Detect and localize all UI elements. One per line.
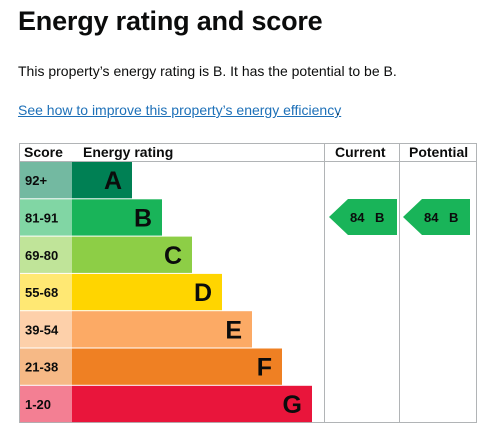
score-cell-c [20,236,72,273]
score-cell-b [20,199,72,236]
band-row-e: 39-54 E [20,311,252,348]
potential-rating-arrow: 84 B [403,199,470,235]
potential-score: 84 [424,210,439,225]
rating-bands: 92+ A 81-91 B 69-80 C 55-68 D 39-54 E 21-38 F 1-20 G [20,162,312,423]
score-column-header: Score [24,144,63,160]
band-row-f: 21-38 F [20,348,282,385]
improve-efficiency-link[interactable]: See how to improve this property’s energ… [18,102,342,118]
energy-rating-column-header: Energy rating [83,144,173,160]
band-letter: D [194,279,212,307]
band-bar-c [72,236,192,273]
band-bar-f [72,348,282,385]
band-score-label: 39-54 [25,322,59,337]
current-rating-arrow: 84 B [329,199,397,235]
score-cell-d [20,273,72,311]
band-score-label: 81-91 [25,210,58,225]
link-suffix: . [336,102,340,118]
band-bar-b [72,199,162,236]
band-letter: C [164,242,182,270]
band-score-label: 55-68 [25,285,58,300]
rating-summary: This property’s energy rating is B. It h… [18,63,397,79]
band-row-g: 1-20 G [20,385,312,423]
current-rating-shape [329,199,397,235]
band-letter: B [134,204,152,232]
score-cell-e [20,311,72,348]
band-row-a: 92+ A [20,162,132,199]
current-column-header: Current [335,144,386,160]
band-score-label: 92+ [25,173,47,188]
score-cell-a [20,162,72,199]
band-letter: G [283,391,302,419]
band-bar-a [72,162,132,199]
band-row-d: 55-68 D [20,273,222,311]
band-score-label: 21-38 [25,360,58,375]
page-title: Energy rating and score [18,6,323,36]
band-bar-g [72,385,312,423]
band-score-label: 69-80 [25,248,58,263]
potential-rating-shape [403,199,470,235]
band-score-label: 1-20 [25,397,51,412]
band-letter: E [225,316,242,344]
band-row-b: 81-91 B [20,199,162,236]
band-row-c: 69-80 C [20,236,192,273]
table-border [19,143,477,423]
band-letter: A [104,167,122,195]
band-bar-d [72,273,222,311]
score-cell-f [20,348,72,385]
potential-column-header: Potential [409,144,468,160]
current-score: 84 [350,210,365,225]
current-letter: B [375,210,384,225]
band-letter: F [257,354,272,382]
score-cell-g [20,385,72,423]
potential-letter: B [449,210,458,225]
band-bar-e [72,311,252,348]
